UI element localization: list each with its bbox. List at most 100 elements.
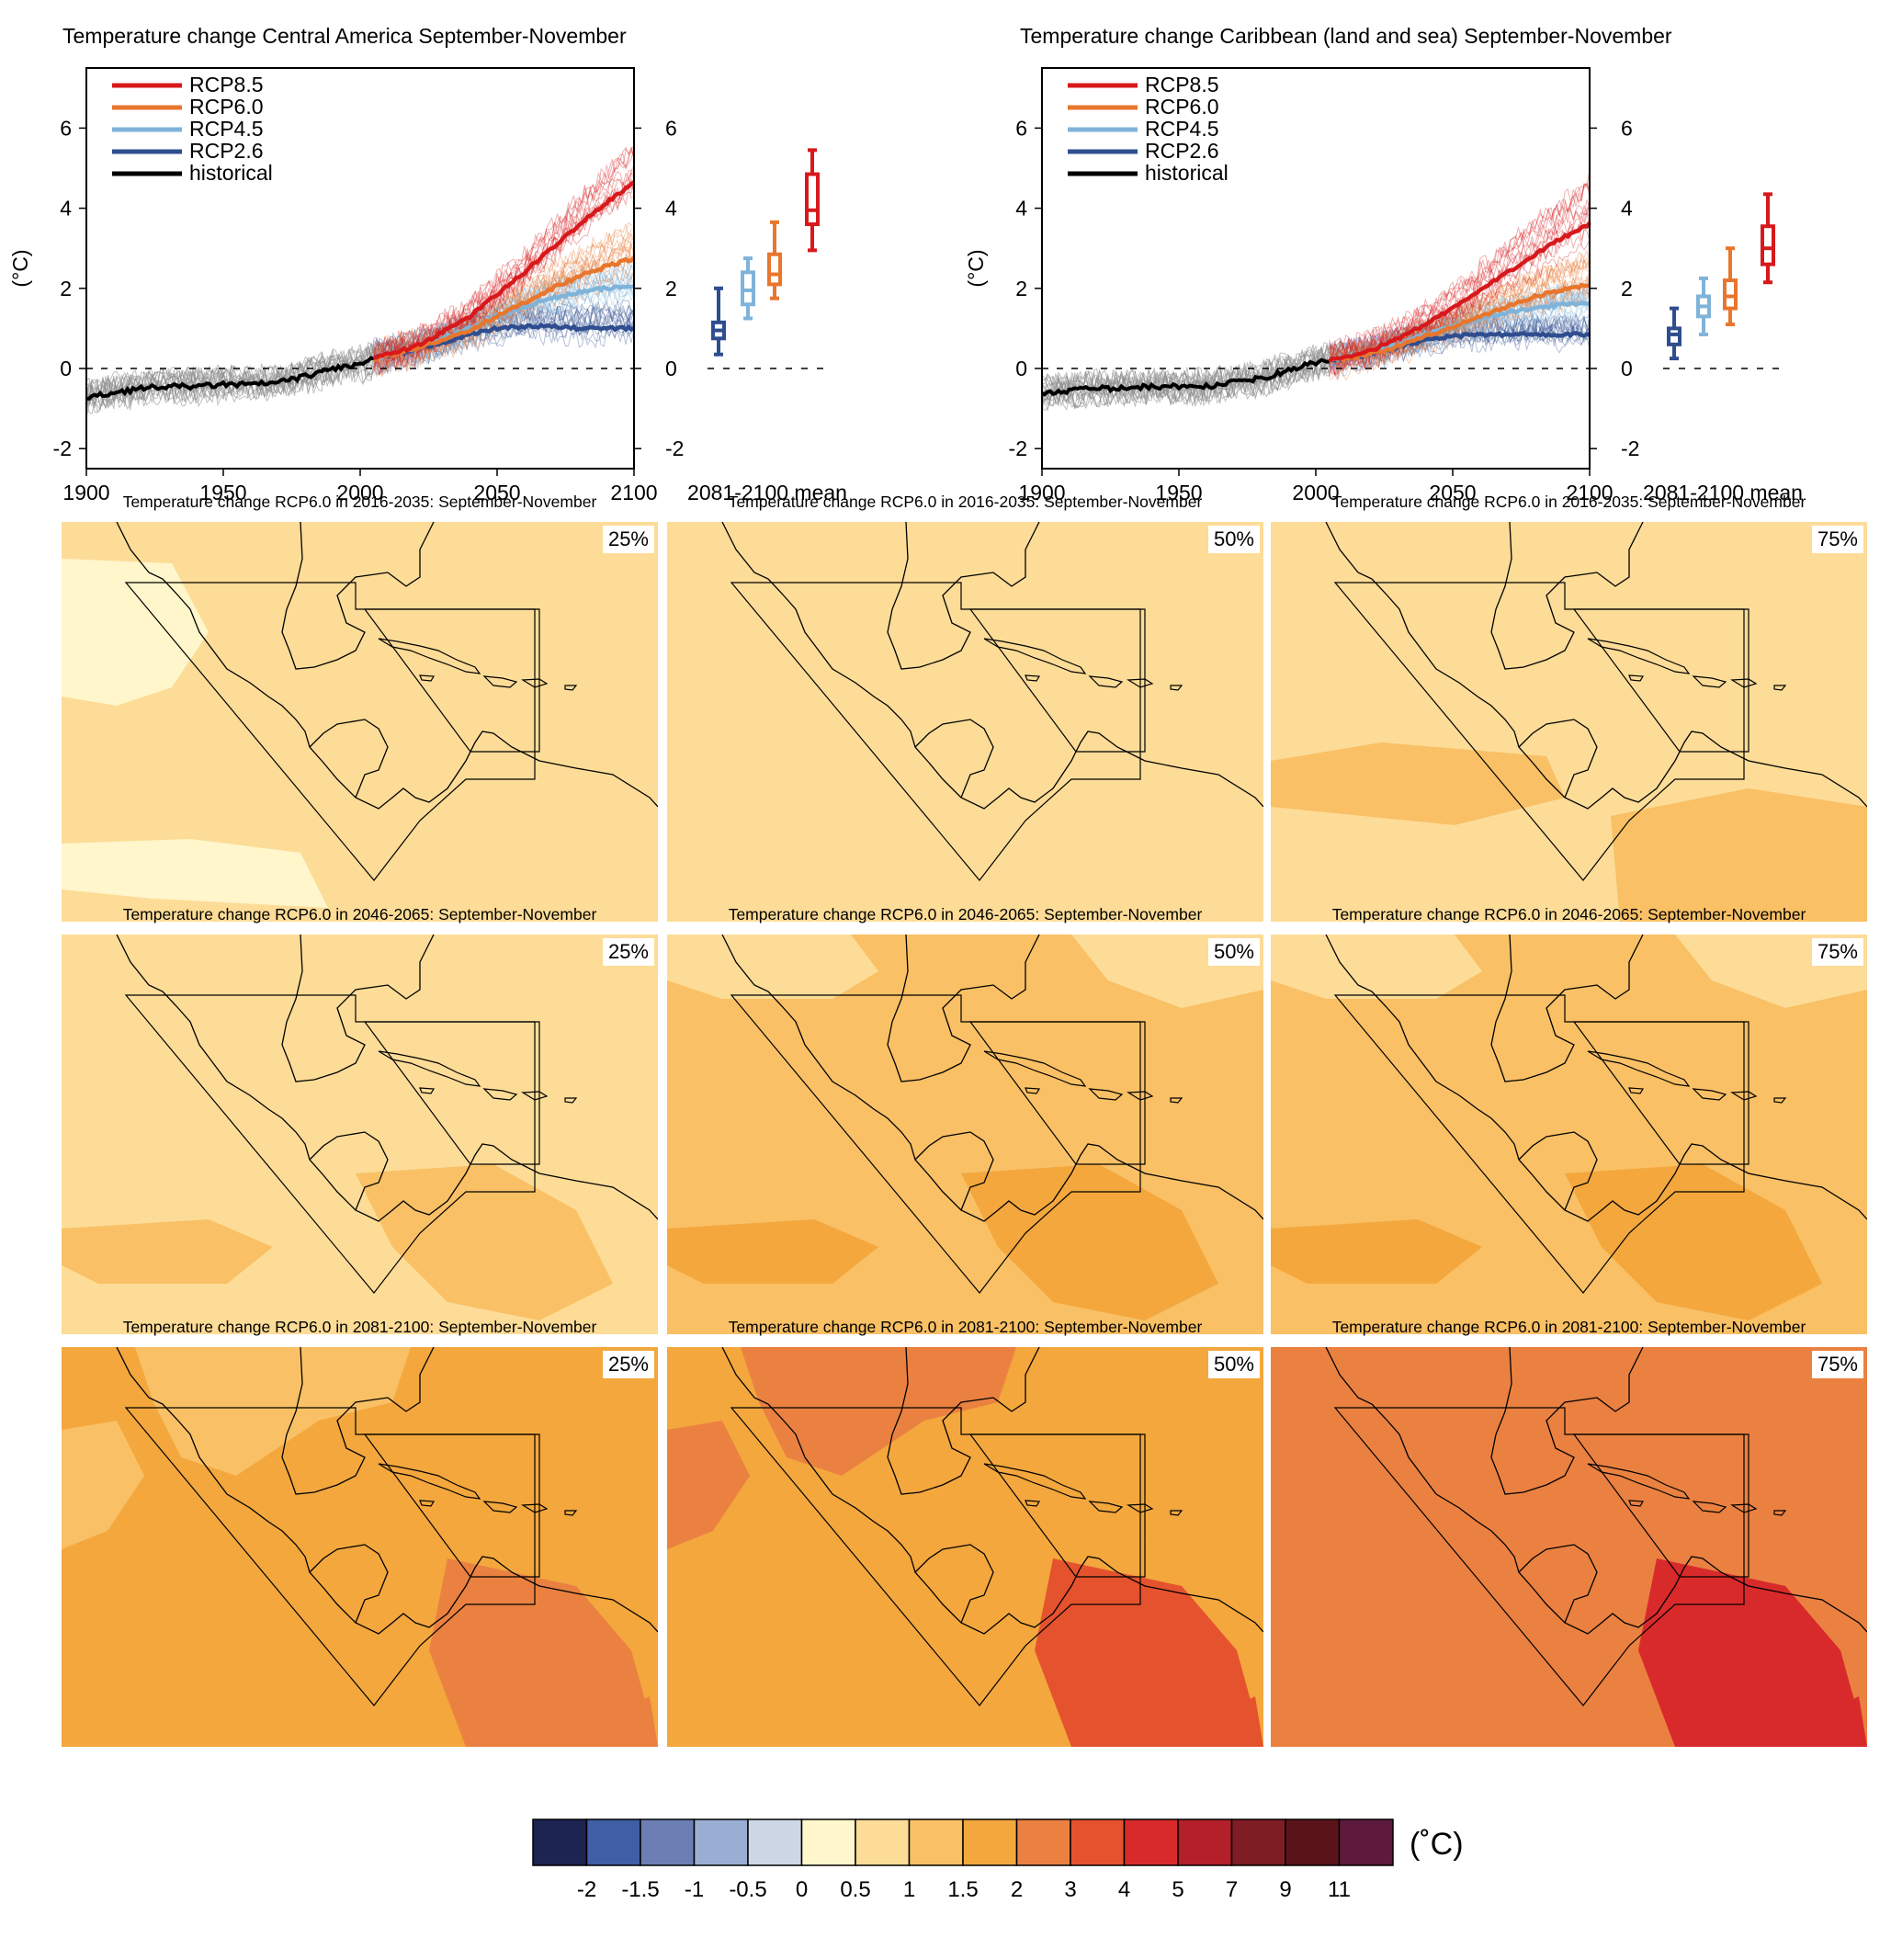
island-outline bbox=[983, 638, 1087, 674]
caribbean-region bbox=[968, 1433, 1146, 1578]
map-anomaly-patch bbox=[667, 742, 961, 825]
map-title: Temperature change RCP6.0 in 2081-2100: … bbox=[1331, 1318, 1806, 1336]
island-outline bbox=[1587, 1463, 1691, 1500]
map-anomaly-patch bbox=[1271, 742, 1565, 825]
map-anomaly-patch bbox=[135, 1347, 411, 1476]
map-anomaly-patch bbox=[1565, 1164, 1822, 1320]
island-outline bbox=[1587, 1050, 1691, 1087]
boxplot-box bbox=[805, 172, 820, 227]
y-tick-label: 6 bbox=[1015, 116, 1027, 140]
central-america-region bbox=[124, 582, 536, 881]
island-outline bbox=[983, 1463, 1087, 1500]
ensemble-member-rcp45 bbox=[373, 274, 635, 357]
island-outline bbox=[1088, 675, 1124, 688]
map-anomaly-patch bbox=[429, 1558, 658, 1747]
ensemble-member-rcp45 bbox=[373, 284, 635, 375]
boxplot-box bbox=[1761, 224, 1775, 266]
ensemble-member-rcp26 bbox=[373, 303, 635, 353]
map-svg bbox=[667, 935, 1263, 1334]
colorbar-label: 5 bbox=[1172, 1877, 1183, 1902]
ensemble-member-rcp45 bbox=[1329, 289, 1591, 364]
ensemble-member-rcp60 bbox=[373, 223, 635, 357]
map-title: Temperature change RCP6.0 in 2046-2065: … bbox=[728, 905, 1203, 923]
legend-label: RCP2.6 bbox=[1145, 139, 1219, 163]
series-line-historical bbox=[86, 356, 375, 401]
ensemble-member-rcp60 bbox=[1329, 289, 1591, 381]
ensemble-member-rcp85 bbox=[373, 146, 635, 364]
ensemble-member-rcp26 bbox=[1329, 313, 1591, 357]
island-outline bbox=[564, 1510, 578, 1516]
colorbar-swatch bbox=[1230, 1818, 1286, 1866]
map-title: Temperature change RCP6.0 in 2016-2035: … bbox=[1331, 493, 1806, 511]
colorbar-label: 0 bbox=[796, 1877, 808, 1902]
ensemble-member-historical bbox=[85, 357, 375, 409]
coastline bbox=[116, 1347, 658, 1635]
ensemble-member-rcp60 bbox=[1329, 256, 1591, 362]
map-title: Temperature change RCP6.0 in 2016-2035: … bbox=[122, 493, 597, 511]
map-anomaly-patch bbox=[1007, 788, 1263, 922]
percentile-label: 75% bbox=[1811, 526, 1863, 553]
caribbean-region bbox=[363, 1021, 540, 1165]
central-america-region bbox=[730, 994, 1141, 1294]
island-outline bbox=[521, 1503, 549, 1513]
island-outline bbox=[1127, 678, 1154, 688]
island-outline bbox=[419, 1500, 436, 1507]
y-tick-label: 2 bbox=[1015, 277, 1027, 300]
island-outline bbox=[1730, 1091, 1758, 1101]
x-tick-label: 1950 bbox=[199, 481, 246, 504]
temperature-map: 25% bbox=[62, 1347, 658, 1747]
percentile-label: 75% bbox=[1811, 938, 1863, 966]
ensemble-member-rcp85 bbox=[1329, 209, 1591, 368]
island-outline bbox=[1088, 1088, 1124, 1101]
legend-label: RCP6.0 bbox=[1145, 95, 1219, 119]
island-outline bbox=[1025, 674, 1041, 682]
ensemble-member-rcp85 bbox=[1329, 199, 1591, 357]
colorbar-label: -2 bbox=[577, 1877, 596, 1902]
map-anomaly-patch bbox=[667, 839, 934, 908]
y-tick-label-right: 0 bbox=[1621, 357, 1633, 380]
caribbean-region bbox=[1572, 1433, 1749, 1578]
ensemble-member-rcp45 bbox=[373, 282, 635, 376]
percentile-label: 75% bbox=[1811, 1351, 1863, 1378]
boxplot-rcp45 bbox=[741, 256, 755, 321]
colorbar-swatch bbox=[1070, 1818, 1126, 1866]
legend-label: historical bbox=[1145, 161, 1229, 185]
colorbar-swatch bbox=[1123, 1818, 1179, 1866]
map-title: Temperature change RCP6.0 in 2081-2100: … bbox=[122, 1318, 597, 1336]
caribbean-region bbox=[968, 1021, 1146, 1165]
y-tick-label-right: -2 bbox=[665, 436, 684, 460]
boxplot-box bbox=[767, 252, 782, 287]
boxplot-label: 2081-2100 mean bbox=[687, 481, 847, 504]
colorbar-swatch bbox=[908, 1818, 964, 1866]
x-tick-label: 2000 bbox=[1292, 481, 1339, 504]
y-tick-label-right: 6 bbox=[665, 116, 677, 140]
map-anomaly-patch bbox=[62, 935, 273, 999]
boxplot-rcp60 bbox=[1723, 246, 1738, 327]
ensemble-member-rcp85 bbox=[373, 148, 635, 357]
colorbar-label: 11 bbox=[1328, 1877, 1351, 1902]
ensemble-member-rcp85 bbox=[373, 183, 635, 377]
ensemble-member-rcp85 bbox=[1329, 198, 1591, 368]
island-outline bbox=[378, 1050, 481, 1087]
ensemble-member-rcp85 bbox=[373, 146, 635, 357]
y-tick-label: 4 bbox=[1015, 197, 1027, 221]
ensemble-spread bbox=[85, 144, 635, 418]
central-america-region bbox=[124, 1407, 536, 1706]
y-axis-label: (°C) bbox=[8, 249, 32, 287]
percentile-label: 25% bbox=[602, 526, 654, 553]
ensemble-member-rcp45 bbox=[373, 264, 635, 364]
map-anomaly-patch bbox=[356, 1164, 613, 1320]
map-anomaly-patch bbox=[1182, 1696, 1263, 1747]
colorbar-swatch bbox=[532, 1818, 588, 1866]
y-tick-label: 0 bbox=[1015, 357, 1027, 380]
x-tick-label: 2050 bbox=[1429, 481, 1476, 504]
map-anomaly-patch bbox=[62, 742, 356, 825]
coastline bbox=[721, 1347, 1263, 1635]
coastline bbox=[116, 522, 658, 810]
ensemble-member-rcp45 bbox=[373, 270, 635, 358]
map-anomaly-patch bbox=[1344, 1347, 1620, 1476]
map-svg bbox=[1271, 1347, 1867, 1747]
ensemble-member-rcp85 bbox=[1329, 223, 1591, 374]
boxplot-rcp45 bbox=[1696, 276, 1711, 336]
